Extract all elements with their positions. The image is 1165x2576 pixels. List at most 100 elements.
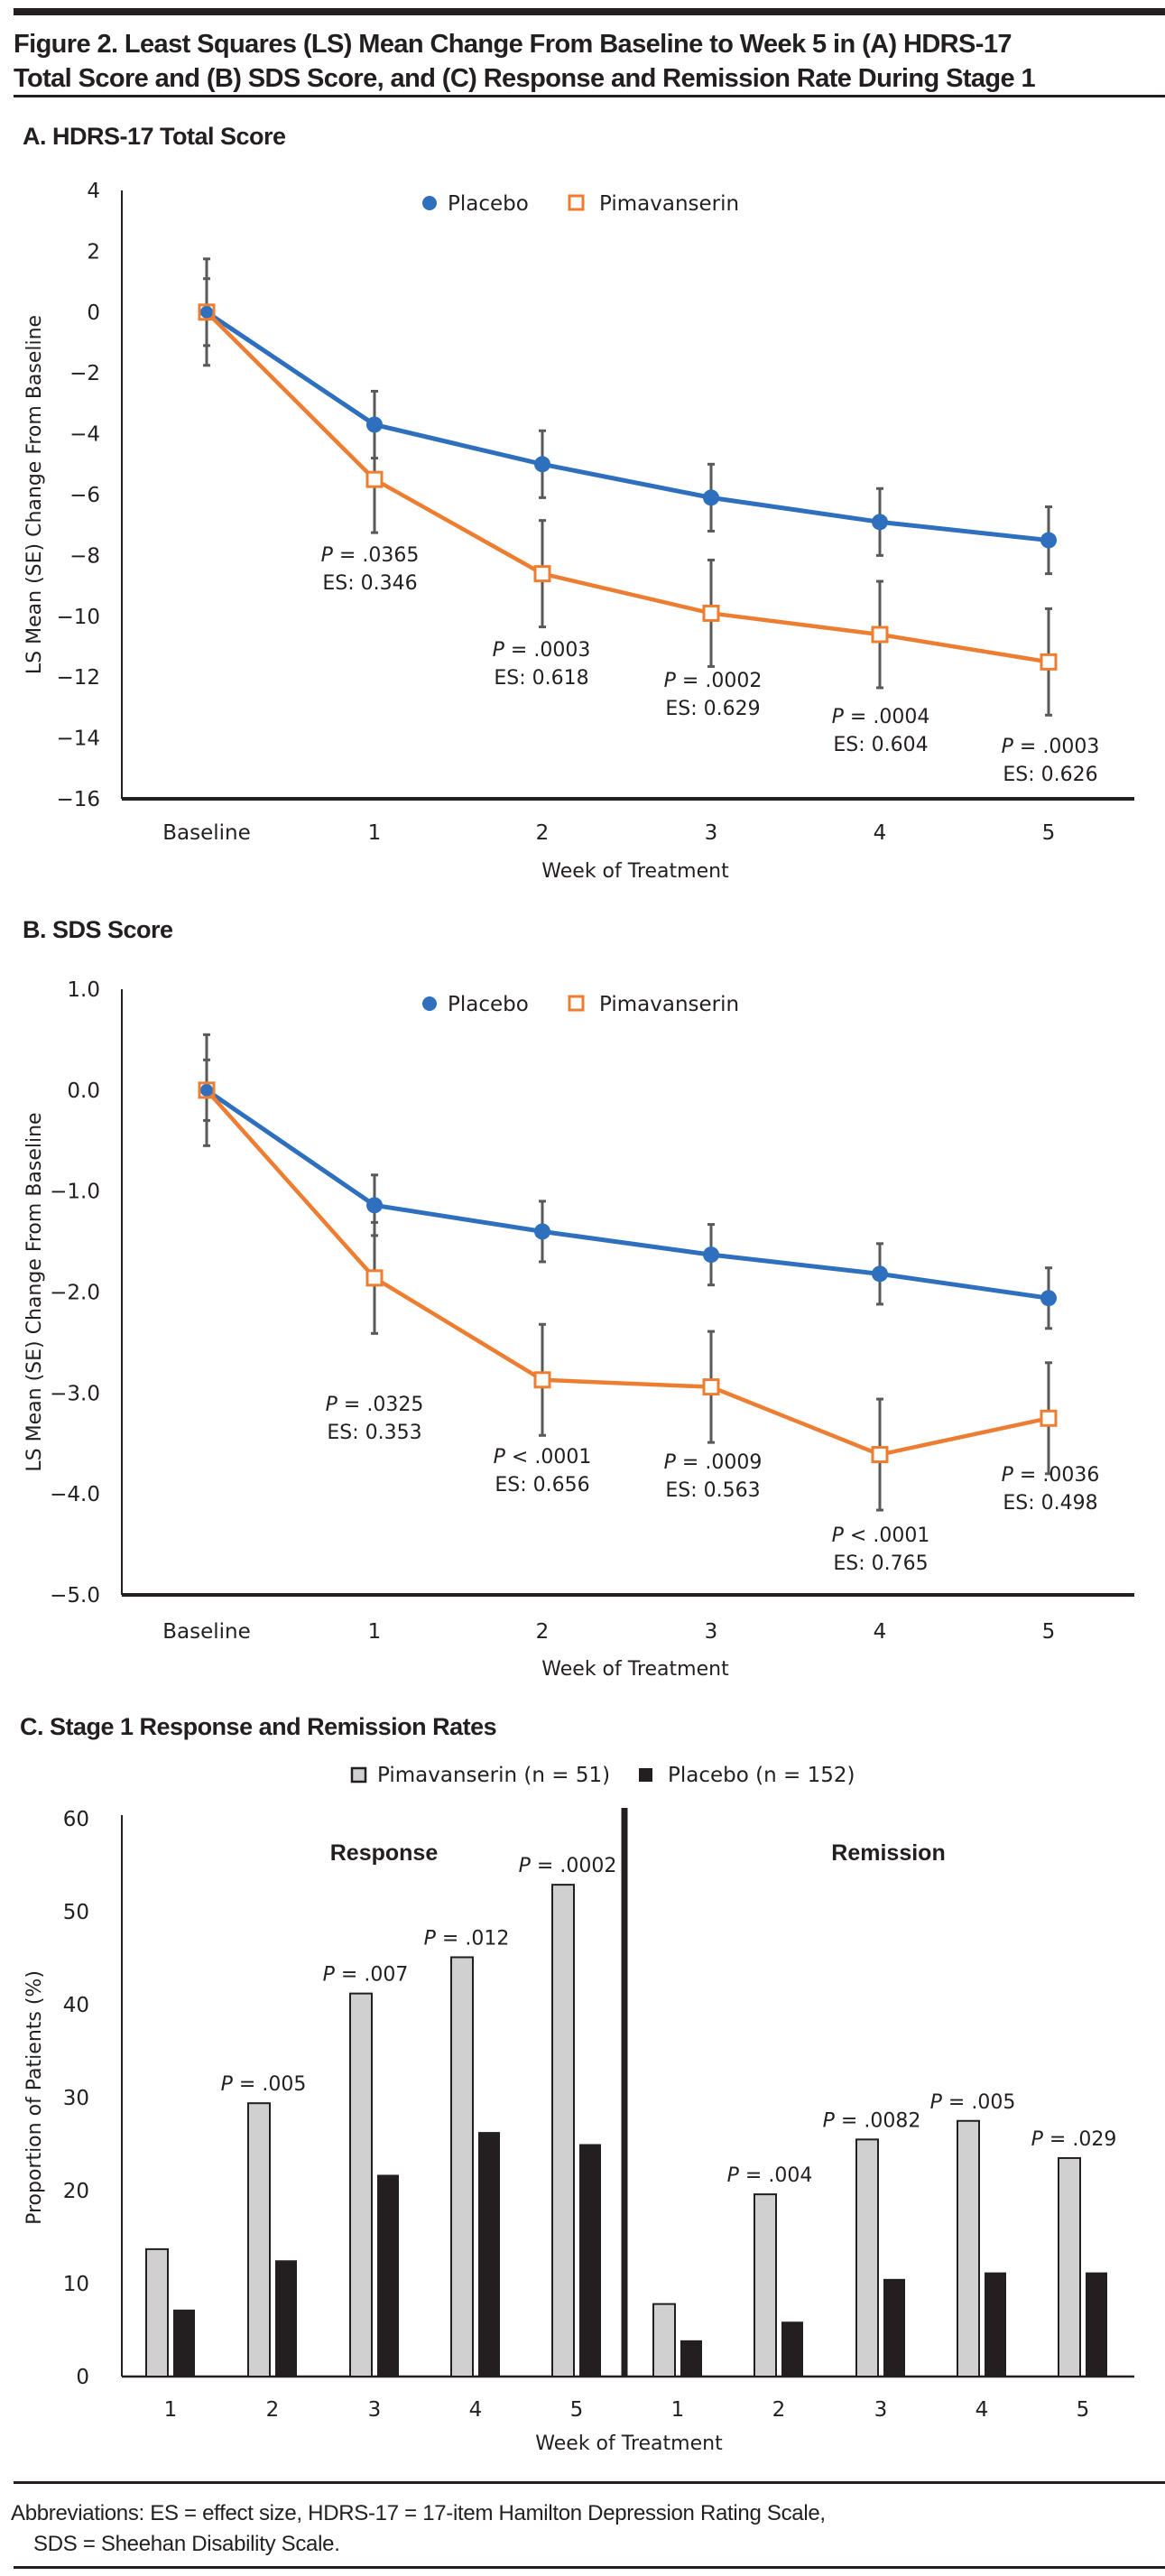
y-tick-label: 1.0 <box>67 978 100 1002</box>
figure-title-line-1: Figure 2. Least Squares (LS) Mean Change… <box>14 30 1012 59</box>
p-value: = .005 <box>942 2091 1015 2114</box>
x-tick-label: 3 <box>705 821 718 845</box>
p-value-annotation: P < .0001 <box>832 1524 930 1547</box>
pimavanserin-point <box>198 303 216 321</box>
x-tick-label: 1 <box>671 2398 685 2422</box>
panel-c-title: C. Stage 1 Response and Remission Rates <box>20 1713 496 1740</box>
y-axis-title: Proportion of Patients (%) <box>23 1970 46 2225</box>
x-tick-label: Baseline <box>162 1620 251 1644</box>
panel-b-title: B. SDS Score <box>23 916 173 943</box>
pimavanserin-point <box>533 565 551 583</box>
p-value: < .0001 <box>844 1524 929 1547</box>
p-symbol: P <box>424 1927 437 1950</box>
legend: Placebo Pimavanserin <box>422 993 739 1016</box>
bar-pimavanserin <box>450 1956 474 2377</box>
p-symbol: P <box>727 2164 740 2187</box>
series-line-placebo <box>205 1088 1049 1301</box>
x-tick-label: 4 <box>874 1620 887 1644</box>
placebo-point <box>200 305 213 319</box>
x-tick-label: 4 <box>975 2398 989 2422</box>
title-bottom-rule <box>14 95 1165 97</box>
y-tick-label: −16 <box>56 788 100 811</box>
x-tick-label: 1 <box>164 2398 178 2422</box>
placebo-point <box>534 1223 550 1240</box>
legend: Pimavanserin (n = 51) Placebo (n = 152) <box>350 1764 855 1787</box>
footnote-line-1: Abbreviations: ES = effect size, HDRS-17… <box>11 2501 826 2525</box>
y-tick-label: 20 <box>63 2180 89 2203</box>
p-symbol: P <box>664 1451 677 1474</box>
bar-pimavanserin <box>145 2247 169 2377</box>
y-tick-label: −6 <box>69 484 100 507</box>
x-tick-label: 2 <box>536 1620 550 1644</box>
effect-size-annotation: ES: 0.765 <box>833 1552 928 1575</box>
p-value: = .004 <box>739 2164 812 2187</box>
effect-size-annotation: ES: 0.346 <box>322 572 417 595</box>
effect-size-annotation: ES: 0.353 <box>327 1422 421 1444</box>
p-value-annotation: P = .007 <box>323 1964 409 1987</box>
bar-placebo <box>579 2144 601 2377</box>
p-value-annotation: P = .0009 <box>664 1451 763 1474</box>
p-value-annotation: P = .0002 <box>519 1855 617 1877</box>
p-value-annotation: P = .0003 <box>1002 736 1100 758</box>
y-tick-label: −4 <box>69 423 100 447</box>
p-value: = .0002 <box>531 1855 616 1877</box>
x-tick-label: 4 <box>874 821 887 845</box>
effect-size-annotation: ES: 0.563 <box>665 1479 760 1502</box>
p-value-annotation: P = .0325 <box>326 1394 424 1416</box>
p-value-annotation: P = .004 <box>727 2164 813 2187</box>
bar-placebo <box>781 2321 803 2377</box>
x-tick-label: 4 <box>469 2398 483 2422</box>
bar-placebo <box>173 2309 195 2377</box>
placebo-point <box>1040 532 1057 549</box>
p-value-annotation: P = .005 <box>930 2091 1016 2114</box>
y-axis-title: LS Mean (SE) Change From Baseline <box>23 315 46 674</box>
panel-b-plot: 1.0 0.0 −1.0 −2.0 −3.0 −4.0 −5.0 Baseline 1 2 3 4 5 W… <box>23 978 1134 1681</box>
legend-pimavanserin-label: Pimavanserin <box>599 192 739 216</box>
footnote-bottom-rule <box>14 2566 1165 2569</box>
legend: Placebo Pimavanserin <box>422 192 739 216</box>
pimavanserin-point <box>533 1371 551 1389</box>
p-value-annotation: P < .0001 <box>494 1446 592 1469</box>
p-value: = .0003 <box>1013 736 1099 758</box>
panel-c-plot: Pimavanserin (n = 51) Placebo (n = 152) 0 1… <box>23 1764 1134 2455</box>
panel-a-plot: 4 2 0 −2 −4 −6 −8 −10 −12 −14 −16 Baseline 1 2 3 4 5 Week… <box>23 180 1134 883</box>
pimavanserin-point <box>365 1269 384 1287</box>
bar-placebo <box>680 2340 702 2377</box>
y-tick-label: −12 <box>56 666 100 690</box>
x-tick-label: 2 <box>772 2398 786 2422</box>
bar-placebo <box>275 2260 297 2377</box>
p-symbol: P <box>519 1855 532 1877</box>
x-tick-label: 3 <box>705 1620 718 1644</box>
p-symbol: P <box>930 2091 943 2114</box>
effect-size-annotation: ES: 0.498 <box>1003 1492 1097 1515</box>
y-tick-label: 0.0 <box>67 1080 100 1103</box>
x-axis-title: Week of Treatment <box>535 2432 723 2455</box>
group-label-response: Response <box>330 1840 439 1866</box>
y-tick-label: 30 <box>63 2087 89 2110</box>
y-tick-label: −8 <box>69 544 100 568</box>
placebo-point <box>534 456 550 473</box>
placebo-point <box>1040 1290 1057 1307</box>
bar-placebo <box>985 2272 1006 2377</box>
y-tick-label: 50 <box>63 1901 89 1924</box>
p-value-annotation: P = .0036 <box>1002 1464 1100 1487</box>
p-value: = .0365 <box>333 544 419 567</box>
p-symbol: P <box>832 706 845 728</box>
p-symbol: P <box>832 1524 845 1547</box>
y-tick-label: 60 <box>63 1808 89 1831</box>
x-tick-label: 5 <box>1042 821 1056 845</box>
series-line-placebo <box>205 310 1049 543</box>
bar-placebo <box>1086 2272 1107 2377</box>
legend-pimavanserin-label: Pimavanserin (n = 51) <box>377 1764 610 1787</box>
legend-pimavanserin-swatch-icon <box>350 1766 367 1784</box>
panel-a-title: A. HDRS-17 Total Score <box>23 123 286 150</box>
p-value-annotation: P = .0365 <box>321 544 420 567</box>
p-value-annotation: P = .012 <box>424 1927 510 1950</box>
y-tick-label: −1.0 <box>50 1181 100 1204</box>
y-tick-label: 40 <box>63 1994 89 2017</box>
placebo-point <box>366 416 383 433</box>
series-line-pimavanserin <box>205 1089 1049 1457</box>
p-value: < .0001 <box>505 1446 591 1469</box>
x-axis-title: Week of Treatment <box>541 860 729 883</box>
p-value: = .0009 <box>676 1451 762 1474</box>
